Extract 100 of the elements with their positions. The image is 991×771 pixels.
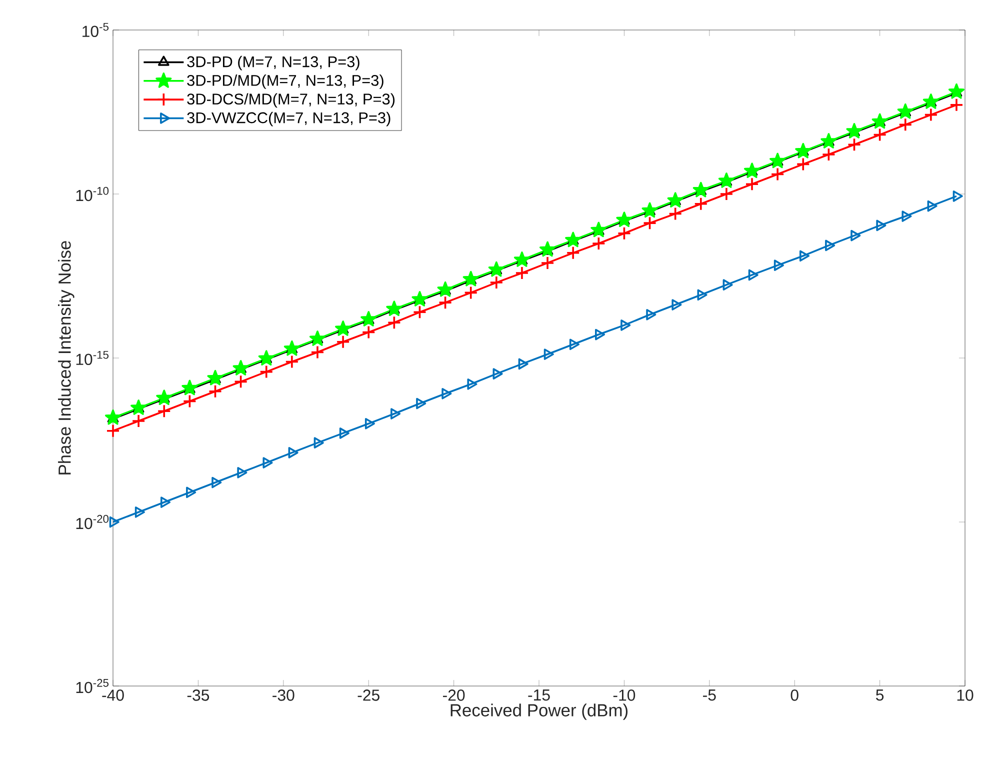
point	[285, 354, 299, 369]
point	[336, 334, 350, 349]
point	[157, 404, 172, 418]
point	[822, 148, 836, 162]
point	[795, 142, 812, 158]
point	[745, 177, 759, 192]
point	[360, 311, 377, 326]
point	[850, 230, 861, 242]
point	[799, 250, 810, 262]
point	[796, 157, 810, 172]
x-tick-label: -20	[442, 690, 465, 701]
point	[544, 348, 554, 360]
point	[952, 190, 963, 202]
point	[569, 338, 580, 350]
point	[565, 232, 582, 248]
point	[237, 466, 248, 478]
point	[438, 296, 452, 310]
y-axis-title: Phase Induced Intensity Noise	[58, 241, 74, 474]
legend-label: 3D-VWZCC(M=7, N=13, P=3)	[187, 112, 390, 126]
point	[642, 202, 658, 218]
x-axis-title: Received Power (dBm)	[450, 704, 628, 720]
point	[950, 98, 964, 112]
point	[539, 241, 556, 257]
point	[464, 286, 478, 300]
point	[872, 113, 888, 129]
point	[692, 182, 709, 198]
point	[186, 486, 196, 498]
point	[540, 256, 554, 270]
point	[109, 516, 120, 528]
point	[616, 212, 632, 228]
x-tick-label: -35	[187, 690, 210, 701]
point	[182, 394, 197, 408]
point	[514, 251, 530, 267]
point	[667, 192, 684, 208]
point	[288, 447, 298, 458]
point	[207, 370, 224, 386]
point	[897, 103, 914, 119]
point	[364, 418, 375, 430]
point	[722, 279, 733, 291]
point	[646, 308, 656, 320]
point	[462, 270, 479, 286]
point	[258, 350, 274, 366]
point	[339, 428, 350, 439]
point	[948, 83, 965, 99]
point	[515, 266, 529, 280]
point	[182, 380, 198, 396]
legend-label: 3D-PD/MD(M=7, N=13, P=3)	[187, 74, 384, 89]
point	[825, 240, 836, 252]
point	[617, 226, 632, 240]
x-tick-label: 5	[876, 690, 884, 701]
point	[872, 128, 887, 142]
x-tick-label: -30	[272, 690, 294, 701]
point	[668, 206, 682, 221]
point	[847, 138, 862, 152]
y-tick-label: 10$^{-15}$	[76, 350, 109, 366]
y-tick-label: 10$^{-10}$	[76, 186, 109, 202]
point	[104, 409, 122, 425]
point	[208, 384, 222, 398]
point	[132, 414, 146, 428]
point	[490, 276, 504, 290]
point	[566, 246, 580, 260]
point	[234, 374, 248, 389]
point	[106, 424, 120, 438]
point	[642, 216, 657, 230]
x-tick-label: -25	[358, 690, 380, 701]
point	[134, 506, 145, 518]
point	[488, 261, 504, 277]
point	[697, 289, 708, 301]
point	[212, 476, 222, 488]
x-tick-label: -15	[528, 690, 550, 701]
point	[467, 378, 478, 390]
point	[770, 152, 786, 168]
point	[620, 320, 631, 331]
point	[672, 299, 682, 310]
point	[262, 457, 273, 468]
point	[160, 496, 171, 508]
legend-label: 3D-DCS/MD(M=7, N=13, P=3)	[187, 93, 395, 108]
point	[492, 368, 503, 380]
point	[590, 222, 607, 238]
point	[770, 167, 784, 182]
point	[518, 358, 528, 370]
point	[898, 118, 912, 132]
legend-label: 3D-PD (M=7, N=13, P=3)	[187, 56, 360, 70]
point	[744, 162, 760, 178]
y-tick-label: 10$^{-5}$	[82, 22, 109, 38]
point	[416, 398, 426, 410]
point	[748, 269, 758, 281]
point	[284, 340, 300, 356]
point	[902, 210, 912, 222]
point	[924, 108, 938, 122]
point	[720, 187, 734, 201]
point	[130, 400, 147, 415]
point	[437, 281, 454, 297]
x-tick-label: -5	[703, 690, 716, 701]
point	[876, 220, 886, 232]
point	[592, 236, 606, 250]
point	[774, 260, 784, 271]
point	[927, 200, 938, 212]
y-tick-label: 10$^{-20}$	[76, 514, 109, 530]
point	[259, 364, 274, 379]
